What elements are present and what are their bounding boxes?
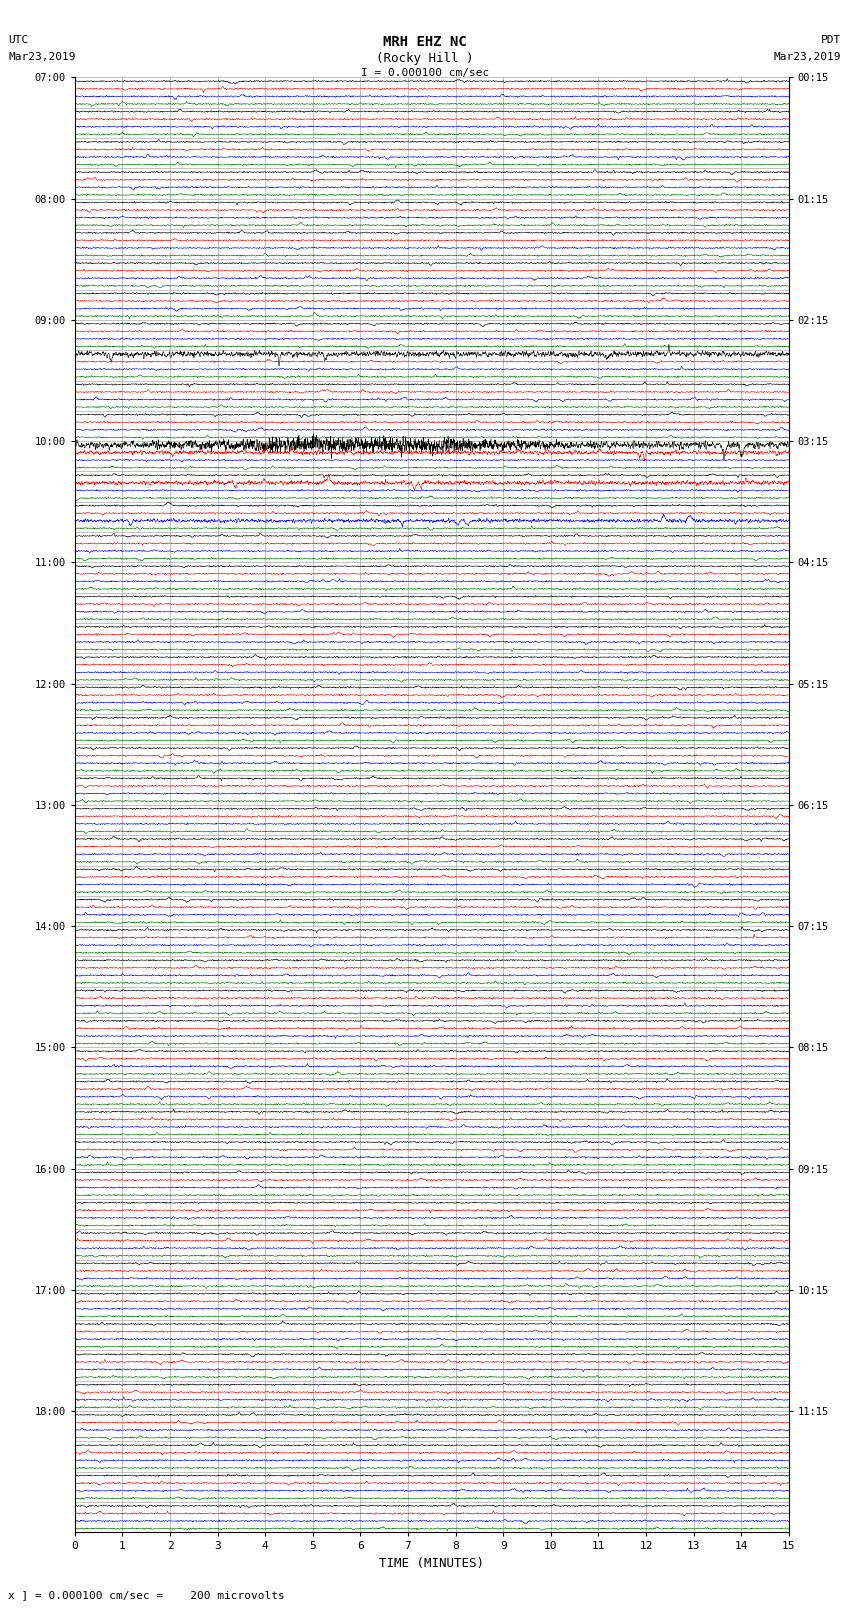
Text: Mar23,2019: Mar23,2019 bbox=[8, 52, 76, 61]
Text: PDT: PDT bbox=[821, 35, 842, 45]
Text: UTC: UTC bbox=[8, 35, 29, 45]
Text: I = 0.000100 cm/sec: I = 0.000100 cm/sec bbox=[361, 68, 489, 77]
Text: Mar23,2019: Mar23,2019 bbox=[774, 52, 842, 61]
Text: MRH EHZ NC: MRH EHZ NC bbox=[383, 35, 467, 50]
Text: (Rocky Hill ): (Rocky Hill ) bbox=[377, 52, 473, 65]
X-axis label: TIME (MINUTES): TIME (MINUTES) bbox=[379, 1557, 484, 1569]
Text: x ] = 0.000100 cm/sec =    200 microvolts: x ] = 0.000100 cm/sec = 200 microvolts bbox=[8, 1590, 286, 1600]
